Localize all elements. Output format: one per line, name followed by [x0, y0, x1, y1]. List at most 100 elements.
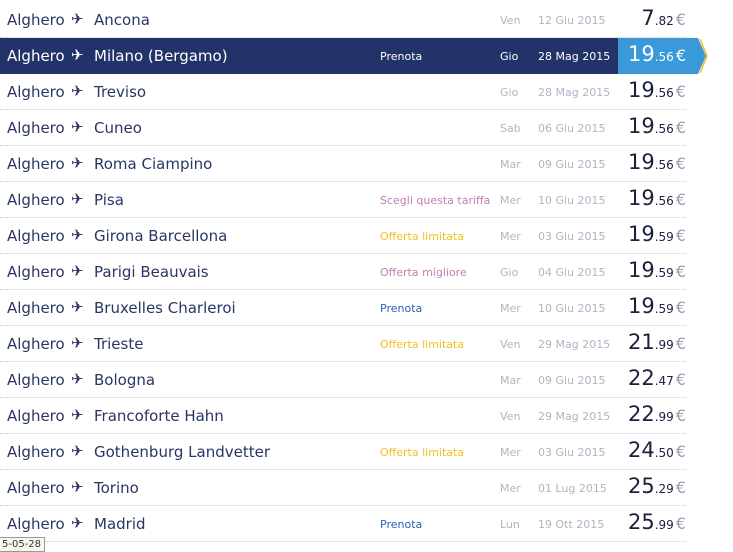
- currency: €: [675, 46, 686, 65]
- price-decimal: .56: [654, 194, 674, 208]
- price-integer: 19: [627, 42, 655, 66]
- price-integer: 21: [627, 330, 655, 354]
- flight-row[interactable]: Alghero ✈ Pisa Scegli questa tariffa Mer 10 G…: [0, 182, 686, 218]
- plane-icon: ✈: [71, 442, 84, 460]
- flight-row[interactable]: Alghero ✈ Milano (Bergamo) Prenota Gio 28 Mag…: [0, 38, 708, 74]
- price[interactable]: 22.47 €: [606, 366, 686, 390]
- flight-row[interactable]: Alghero ✈ Treviso Gio 28 Mag 2015 19.56 €: [0, 74, 686, 110]
- origin-city: Alghero: [7, 11, 65, 29]
- origin-city: Alghero: [7, 119, 65, 137]
- offer-label[interactable]: Prenota: [380, 302, 423, 315]
- weekday: Sab: [500, 122, 521, 135]
- destination-city: Milano (Bergamo): [94, 47, 228, 65]
- flight-row[interactable]: Alghero ✈ Girona Barcellona Offerta limitat…: [0, 218, 686, 254]
- date-tooltip: 5-05-28: [0, 537, 46, 552]
- offer-label[interactable]: Offerta limitata: [380, 446, 465, 459]
- flight-row[interactable]: Alghero ✈ Cuneo Sab 06 Giu 2015 19.56 €: [0, 110, 686, 146]
- weekday: Mer: [500, 194, 521, 207]
- offer-label[interactable]: Offerta limitata: [380, 230, 465, 243]
- price-integer: 19: [627, 222, 655, 246]
- currency: €: [675, 298, 686, 317]
- flight-date: 19 Ott 2015: [538, 518, 605, 531]
- plane-icon: ✈: [71, 118, 84, 136]
- currency: €: [675, 118, 686, 137]
- price-integer: 25: [627, 510, 655, 534]
- destination-city: Bologna: [94, 371, 156, 389]
- price[interactable]: 25.99 €: [606, 510, 686, 534]
- origin-city: Alghero: [7, 47, 65, 65]
- destination-city: Parigi Beauvais: [94, 263, 209, 281]
- weekday: Mer: [500, 446, 521, 459]
- currency: €: [675, 370, 686, 389]
- origin-city: Alghero: [7, 515, 65, 533]
- price[interactable]: 22.99 €: [606, 402, 686, 426]
- currency: €: [675, 262, 686, 281]
- price[interactable]: 19.59 €: [606, 258, 686, 282]
- destination-city: Cuneo: [94, 119, 142, 137]
- origin-city: Alghero: [7, 299, 65, 317]
- weekday: Ven: [500, 14, 521, 27]
- flight-row[interactable]: Alghero ✈ Bologna Mar 09 Giu 2015 22.47 €: [0, 362, 686, 398]
- plane-icon: ✈: [71, 514, 84, 532]
- price[interactable]: 19.59 €: [606, 222, 686, 246]
- plane-icon: ✈: [71, 82, 84, 100]
- flight-date: 29 Mag 2015: [538, 410, 611, 423]
- weekday: Ven: [500, 410, 521, 423]
- destination-city: Francoforte Hahn: [94, 407, 224, 425]
- flight-row[interactable]: Alghero ✈ Bruxelles Charleroi Prenota Mer 10 …: [0, 290, 686, 326]
- offer-label[interactable]: Prenota: [380, 50, 423, 63]
- plane-icon: ✈: [71, 154, 84, 172]
- price[interactable]: 19.56 €: [606, 150, 686, 174]
- origin-city: Alghero: [7, 263, 65, 281]
- plane-icon: ✈: [71, 334, 84, 352]
- origin-city: Alghero: [7, 83, 65, 101]
- price[interactable]: 19.56 €: [606, 114, 686, 138]
- price[interactable]: 21.99 €: [606, 330, 686, 354]
- flight-row[interactable]: Alghero ✈ Ancona Ven 12 Giu 2015 7.82 €: [0, 2, 686, 38]
- flight-row[interactable]: Alghero ✈ Roma Ciampino Mar 09 Giu 2015 19.56…: [0, 146, 686, 182]
- flight-row[interactable]: Alghero ✈ Parigi Beauvais Offerta migliore G…: [0, 254, 686, 290]
- plane-icon: ✈: [71, 46, 84, 64]
- flight-date: 03 Giu 2015: [538, 446, 606, 459]
- price-decimal: .29: [654, 482, 674, 496]
- price-decimal: .56: [654, 122, 674, 136]
- price[interactable]: 25.29 €: [606, 474, 686, 498]
- price[interactable]: 24.50 €: [606, 438, 686, 462]
- price[interactable]: 19.56 €: [606, 186, 686, 210]
- price-integer: 19: [627, 78, 655, 102]
- currency: €: [675, 154, 686, 173]
- flight-row[interactable]: Alghero ✈ Madrid Prenota Lun 19 Ott 2015 25.99…: [0, 506, 686, 542]
- price-decimal: .56: [654, 158, 674, 172]
- selected-arrow-icon: [698, 38, 706, 74]
- offer-label[interactable]: Prenota: [380, 518, 423, 531]
- offer-label[interactable]: Offerta migliore: [380, 266, 467, 279]
- destination-city: Roma Ciampino: [94, 155, 213, 173]
- price-decimal: .47: [654, 374, 674, 388]
- flight-date: 10 Giu 2015: [538, 194, 606, 207]
- flight-row[interactable]: Alghero ✈ Gothenburg Landvetter Offerta lim…: [0, 434, 686, 470]
- price-integer: 22: [627, 402, 655, 426]
- price-integer: 25: [627, 474, 655, 498]
- price[interactable]: 19.56 €: [618, 38, 698, 74]
- flight-row[interactable]: Alghero ✈ Francoforte Hahn Ven 29 Mag 2015 22…: [0, 398, 686, 434]
- price-decimal: .99: [654, 410, 674, 424]
- plane-icon: ✈: [71, 370, 84, 388]
- weekday: Mar: [500, 158, 521, 171]
- currency: €: [675, 10, 686, 29]
- flight-row[interactable]: Alghero ✈ Torino Mer 01 Lug 2015 25.29 €: [0, 470, 686, 506]
- price[interactable]: 7.82 €: [606, 6, 686, 30]
- flight-date: 01 Lug 2015: [538, 482, 607, 495]
- plane-icon: ✈: [71, 406, 84, 424]
- weekday: Mer: [500, 302, 521, 315]
- price[interactable]: 19.56 €: [606, 78, 686, 102]
- weekday: Mer: [500, 230, 521, 243]
- flight-row[interactable]: Alghero ✈ Trieste Offerta limitata Ven 29 Mag…: [0, 326, 686, 362]
- origin-city: Alghero: [7, 407, 65, 425]
- offer-label[interactable]: Offerta limitata: [380, 338, 465, 351]
- price[interactable]: 19.59 €: [606, 294, 686, 318]
- flight-date: 28 Mag 2015: [538, 50, 611, 63]
- plane-icon: ✈: [71, 190, 84, 208]
- offer-label[interactable]: Scegli questa tariffa: [380, 194, 491, 207]
- origin-city: Alghero: [7, 155, 65, 173]
- price-integer: 24: [627, 438, 655, 462]
